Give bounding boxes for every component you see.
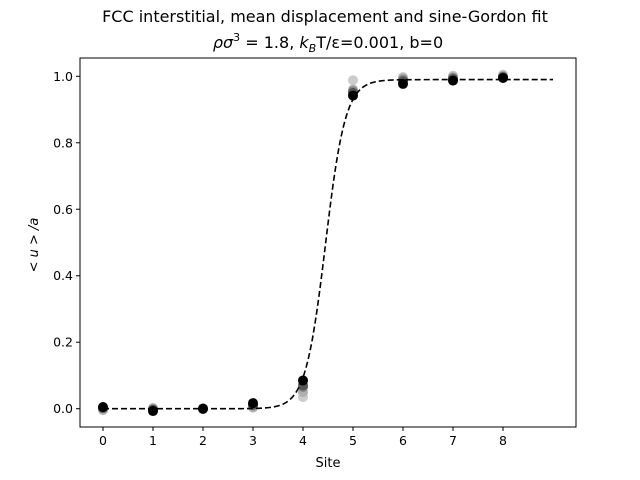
data-point: [148, 406, 158, 417]
y-tick-label: 0.6: [53, 202, 73, 217]
y-axis-label: < u > /a: [27, 218, 42, 273]
y-tick-label: 0.2: [53, 335, 73, 350]
x-tick-label: 1: [149, 433, 157, 448]
x-tick-label: 0: [99, 433, 107, 448]
data-point: [448, 75, 458, 86]
subtitle-k: k: [299, 33, 309, 52]
y-tick-label: 0.4: [53, 268, 73, 283]
data-point: [98, 402, 108, 413]
x-axis-label: Site: [316, 456, 341, 471]
y-tick-label: 0.0: [53, 401, 73, 416]
data-point: [398, 78, 408, 89]
x-tick-label: 5: [349, 433, 357, 448]
data-point: [348, 90, 358, 101]
chart-subtitle: ρσ3 = 1.8, kBT/ε=0.001, b=0: [213, 31, 443, 55]
chart-title: FCC interstitial, mean displacement and …: [102, 7, 548, 26]
subtitle-k-sub: B: [309, 42, 317, 55]
x-tick-label: 2: [199, 433, 207, 448]
data-point: [248, 398, 258, 409]
x-tick-label: 8: [499, 433, 507, 448]
y-tick-label: 1.0: [53, 69, 73, 84]
data-point: [298, 375, 308, 386]
y-tick-label: 0.8: [53, 135, 73, 150]
plot-data: [98, 69, 553, 417]
x-tick-label: 6: [399, 433, 407, 448]
subtitle-temp-value: T/ε=0.001, b=0: [315, 33, 443, 52]
subtitle-rho-value: = 1.8,: [240, 33, 299, 52]
plot-frame: [79, 57, 577, 428]
x-tick-label: 7: [449, 433, 457, 448]
axes: 0 1 2 3 4 5 6 7 8 0.0 0.2 0.4 0.6 0.8 1.0: [53, 57, 577, 448]
subtitle-rho-exp: 3: [233, 31, 240, 44]
data-point: [348, 75, 358, 86]
x-tick-label: 3: [249, 433, 257, 448]
x-tick-label: 4: [299, 433, 307, 448]
fit-curve: [103, 78, 553, 410]
subtitle-rho: ρσ: [213, 33, 234, 52]
data-point: [498, 72, 508, 83]
